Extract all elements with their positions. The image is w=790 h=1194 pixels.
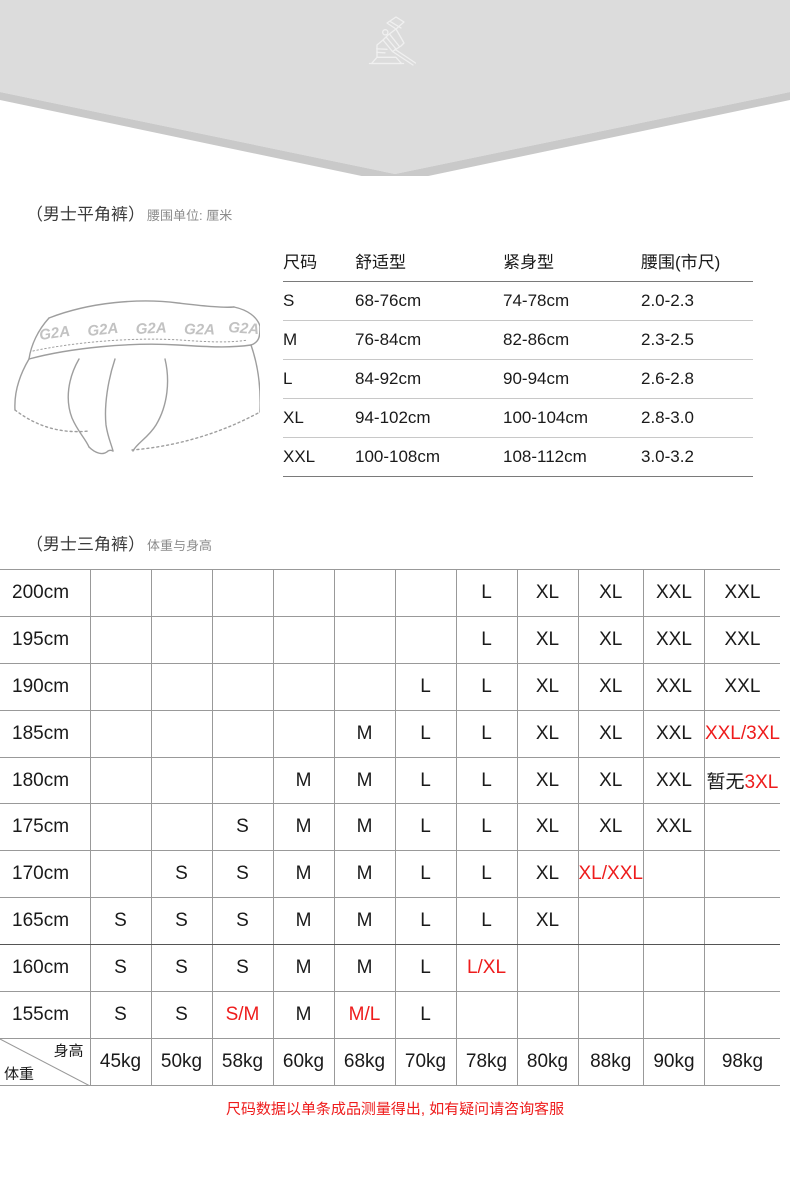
- svg-text:G2A: G2A: [87, 320, 119, 340]
- svg-text:G2A: G2A: [228, 319, 260, 338]
- svg-text:G2A: G2A: [135, 319, 167, 338]
- svg-text:G2A: G2A: [38, 323, 71, 344]
- svg-text:G2A: G2A: [184, 321, 215, 339]
